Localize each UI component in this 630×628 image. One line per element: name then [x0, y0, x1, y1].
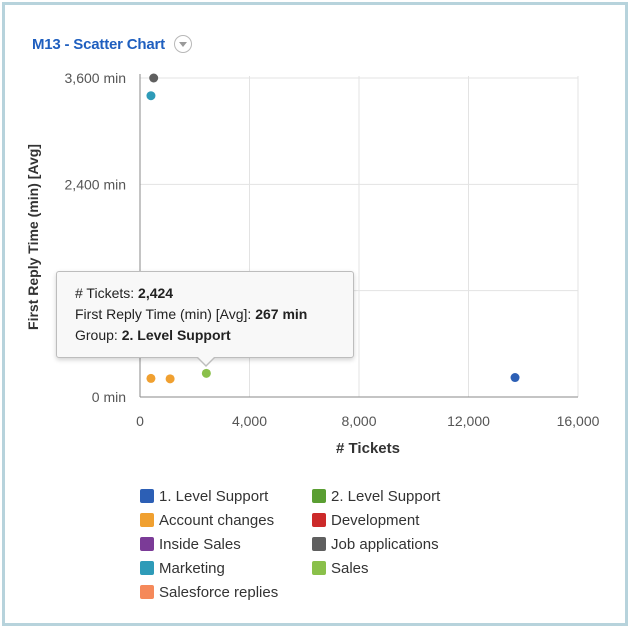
data-point[interactable] — [510, 373, 520, 383]
tooltip-group-row: Group: 2. Level Support — [75, 325, 353, 346]
legend-label: Inside Sales — [159, 535, 241, 553]
x-tick-label: 0 — [136, 413, 144, 429]
legend-item[interactable]: Job applications — [312, 534, 480, 554]
legend-item[interactable]: Salesforce replies — [140, 582, 312, 602]
legend-label: 1. Level Support — [159, 487, 269, 505]
legend-swatch — [312, 489, 326, 503]
x-tick-label: 12,000 — [447, 413, 490, 429]
x-tick-label: 8,000 — [341, 413, 376, 429]
legend-swatch — [312, 561, 326, 575]
data-point[interactable] — [149, 73, 159, 83]
chart-title: M13 - Scatter Chart — [32, 35, 165, 53]
data-point[interactable] — [165, 374, 175, 384]
legend-swatch — [140, 585, 154, 599]
widget-header: M13 - Scatter Chart — [32, 35, 192, 53]
legend-label: Account changes — [159, 511, 275, 529]
legend-item[interactable]: Sales — [312, 558, 480, 578]
tooltip-tickets-value: 2,424 — [138, 285, 174, 301]
y-axis-label: First Reply Time (min) [Avg] — [25, 144, 41, 330]
y-tick-label: 0 min — [92, 389, 126, 405]
legend-item[interactable]: Inside Sales — [140, 534, 312, 554]
legend-label: Salesforce replies — [159, 583, 279, 601]
data-points — [146, 73, 520, 384]
tooltip-tickets-label: # Tickets: — [75, 285, 135, 301]
data-point[interactable] — [146, 91, 156, 101]
legend-item[interactable]: Marketing — [140, 558, 312, 578]
legend-item[interactable]: 2. Level Support — [312, 486, 480, 506]
legend-label: Sales — [331, 559, 369, 577]
legend-label: Development — [331, 511, 420, 529]
axes: 0 4,000 8,000 12,000 16,000 0 min 2,400 min 3,6… — [65, 70, 600, 429]
x-tick-label: 16,000 — [557, 413, 600, 429]
legend-swatch — [140, 513, 154, 527]
data-point[interactable] — [146, 373, 156, 383]
y-tick-label: 3,600 min — [65, 70, 126, 86]
tooltip-tickets-row: # Tickets: 2,424 — [75, 283, 353, 304]
data-point-tooltip: # Tickets: 2,424 First Reply Time (min) … — [56, 271, 354, 367]
tooltip-reply-row: First Reply Time (min) [Avg]: 267 min — [75, 304, 353, 325]
x-tick-label: 4,000 — [232, 413, 267, 429]
legend-swatch — [312, 537, 326, 551]
tooltip-group-value: 2. Level Support — [121, 327, 231, 343]
legend-swatch — [312, 513, 326, 527]
x-axis-label: # Tickets — [336, 440, 400, 457]
chart-legend: 1. Level Support 2. Level Support Account … — [140, 486, 480, 602]
y-tick-label: 2,400 min — [65, 176, 126, 192]
tooltip-reply-label: First Reply Time (min) [Avg]: — [75, 306, 252, 322]
legend-label: Job applications — [331, 535, 439, 553]
legend-item[interactable]: Account changes — [140, 510, 312, 530]
tooltip-group-label: Group: — [75, 327, 118, 343]
tooltip-arrow — [196, 356, 216, 367]
tooltip-reply-value: 267 min — [255, 306, 308, 322]
legend-swatch — [140, 537, 154, 551]
legend-item[interactable]: Development — [312, 510, 480, 530]
legend-swatch — [140, 561, 154, 575]
data-point[interactable] — [201, 368, 211, 378]
chevron-down-icon[interactable] — [173, 35, 192, 53]
legend-label: Marketing — [159, 559, 225, 577]
legend-item[interactable]: 1. Level Support — [140, 486, 312, 506]
legend-swatch — [140, 489, 154, 503]
legend-label: 2. Level Support — [331, 487, 441, 505]
